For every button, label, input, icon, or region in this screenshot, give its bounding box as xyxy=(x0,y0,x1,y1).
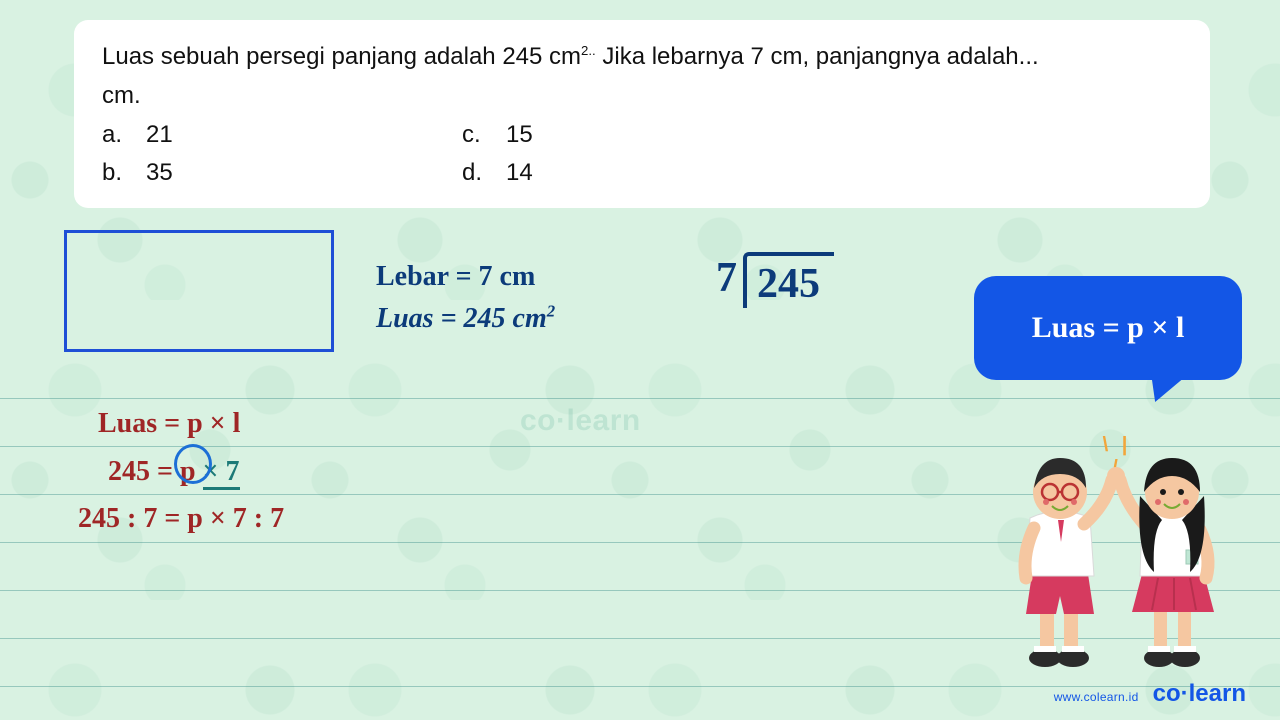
formula-bubble: Luas = p × l xyxy=(974,276,1242,380)
brand-logo-dot: · xyxy=(1181,680,1189,707)
question-text: Luas sebuah persegi panjang adalah 245 c… xyxy=(102,38,1182,75)
options-row: a. 21 b. 35 c. 15 d. 14 xyxy=(102,116,1182,190)
option-b-label: b. xyxy=(102,154,124,191)
division-divisor: 7 xyxy=(716,246,743,302)
brand-logo-a: co xyxy=(1153,680,1181,707)
question-line2: cm. xyxy=(102,77,1182,114)
option-c[interactable]: c. 15 xyxy=(462,116,822,153)
brand-footer: www.colearn.id co·learn xyxy=(1054,680,1246,708)
question-line1a: Luas sebuah persegi panjang adalah 245 c… xyxy=(102,43,581,70)
option-d-label: d. xyxy=(462,154,484,191)
brand-logo: co·learn xyxy=(1153,680,1246,708)
option-c-value: 15 xyxy=(506,116,533,153)
option-b-value: 35 xyxy=(146,154,173,191)
annotation-luas-unit: cm xyxy=(513,303,547,334)
option-b[interactable]: b. 35 xyxy=(102,154,462,191)
girl-icon xyxy=(1120,458,1214,667)
circled-p: p xyxy=(180,448,196,496)
work-steps: Luas = p × l 245 = p × 7 245 : 7 = p × 7… xyxy=(78,400,284,543)
option-a-label: a. xyxy=(102,116,124,153)
annotation-lebar: Lebar = 7 cm xyxy=(376,256,555,298)
work-l2-a: 245 = xyxy=(108,456,173,487)
annotation-luas-prefix: Luas = 245 xyxy=(376,303,513,334)
watermark: co·learn xyxy=(520,404,641,438)
division-dividend: 245 xyxy=(743,252,834,308)
work-l2-p: p xyxy=(180,456,196,487)
boy-icon xyxy=(1025,458,1112,667)
work-line-1: Luas = p × l xyxy=(98,400,284,448)
option-d[interactable]: d. 14 xyxy=(462,154,822,191)
option-a-value: 21 xyxy=(146,116,173,153)
brand-logo-b: learn xyxy=(1189,680,1246,707)
rectangle-sketch xyxy=(64,230,334,352)
formula-bubble-text: Luas = p × l xyxy=(1032,311,1185,345)
long-division: 7 245 xyxy=(716,246,834,308)
question-card: Luas sebuah persegi panjang adalah 245 c… xyxy=(74,20,1210,208)
work-line-2: 245 = p × 7 xyxy=(108,448,284,496)
question-line1b: Jika lebarnya 7 cm, panjangnya adalah... xyxy=(602,43,1038,70)
ruled-line xyxy=(0,398,1280,399)
work-line-3: 245 : 7 = p × 7 : 7 xyxy=(78,495,284,543)
annotation-luas: Luas = 245 cm2 xyxy=(376,298,555,340)
option-c-label: c. xyxy=(462,116,484,153)
question-sup: 2.. xyxy=(581,43,596,58)
annotation-luas-sup: 2 xyxy=(547,302,555,321)
brand-url: www.colearn.id xyxy=(1054,690,1139,704)
annotation-block: Lebar = 7 cm Luas = 245 cm2 xyxy=(376,256,555,340)
option-a[interactable]: a. 21 xyxy=(102,116,462,153)
option-d-value: 14 xyxy=(506,154,533,191)
kids-illustration xyxy=(990,440,1240,678)
